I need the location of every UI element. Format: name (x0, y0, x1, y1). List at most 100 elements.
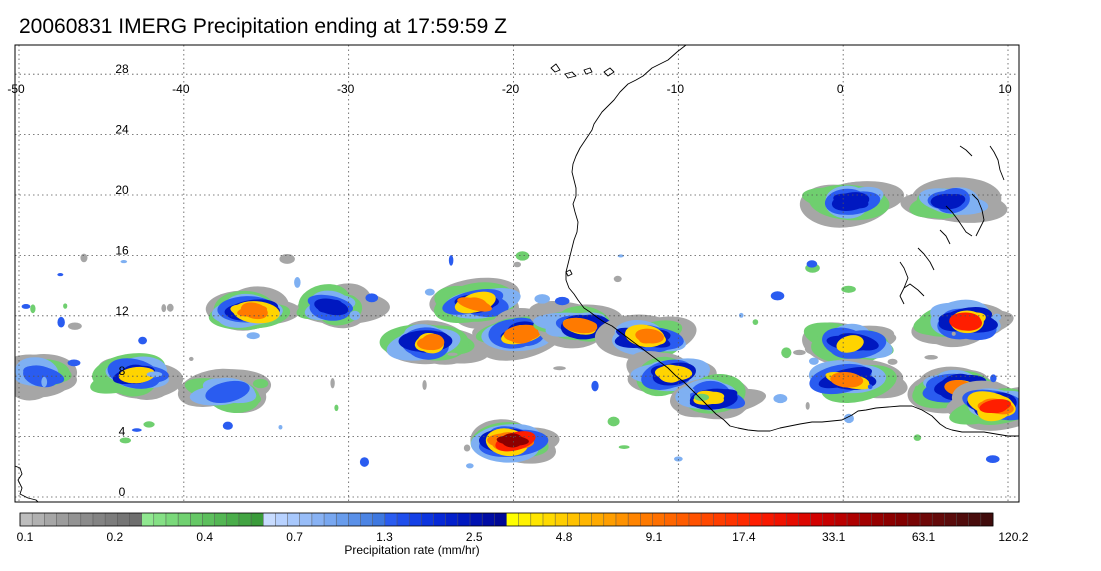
precip-cell (911, 299, 1014, 348)
colorbar-swatch (105, 513, 118, 526)
lon-tick-label: -20 (502, 82, 520, 96)
colorbar-swatch (701, 513, 714, 526)
precip-fragment (422, 380, 427, 391)
precip-cell (594, 314, 697, 360)
map-title: 20060831 IMERG Precipitation ending at 1… (19, 15, 507, 38)
colorbar-swatch (883, 513, 896, 526)
precip-fragment (673, 456, 683, 462)
precip-fragment (222, 421, 233, 430)
lon-tick-label: -10 (667, 82, 685, 96)
colorbar-swatch (275, 513, 288, 526)
precip-cell (946, 380, 1019, 431)
colorbar-swatch (944, 513, 957, 526)
colorbar-swatch (542, 513, 556, 526)
precip-fragment (57, 273, 64, 277)
precip-fragment (793, 349, 806, 356)
colorbar: 0.1 0.2 0.4 0.7 1.3 2.5 4.8 9.1 17.4 33.1 63.1 120.… (17, 512, 1029, 544)
precip-fragment (841, 285, 856, 293)
colorbar-title: Precipitation rate (mm/hr) (344, 543, 479, 557)
colorbar-swatch (44, 513, 57, 526)
colorbar-swatch (506, 513, 519, 526)
precip-fragment (913, 434, 922, 441)
precip-cell (808, 358, 908, 403)
colorbar-swatch (397, 513, 410, 526)
precip-fragment (279, 254, 295, 264)
map-frame (14, 44, 1020, 503)
colorbar-swatch (153, 513, 167, 526)
colorbar-swatch (713, 513, 726, 526)
precip-fragment (992, 313, 1002, 321)
precip-fragment (365, 293, 379, 303)
colorbar-tick-label: 2.5 (466, 530, 483, 544)
precip-fragment (843, 413, 854, 424)
precip-fragment (80, 253, 88, 263)
colorbar-swatch (810, 513, 824, 526)
colorbar-swatch (640, 513, 653, 526)
precip-fragment (294, 277, 301, 288)
colorbar-swatch (214, 513, 228, 526)
precip-fragment (951, 331, 956, 336)
colorbar-swatch (68, 513, 82, 526)
colorbar-swatch (141, 513, 155, 526)
colorbar-swatch (409, 513, 422, 526)
colorbar-swatch (263, 513, 276, 526)
precip-fragment (466, 463, 474, 469)
colorbar-swatch (603, 513, 617, 526)
precip-fragment (67, 322, 82, 330)
precip-fragment (63, 303, 68, 309)
precip-cell (15, 354, 78, 401)
precip-fragment (30, 304, 36, 314)
colorbar-swatch (725, 513, 738, 526)
colorbar-swatch (226, 513, 240, 526)
precip-fragment (67, 359, 81, 367)
colorbar-swatch (834, 513, 848, 526)
precip-fragment (554, 296, 570, 306)
colorbar-swatch (530, 513, 544, 526)
precip-fragment (617, 254, 624, 258)
precip-fragment (166, 303, 174, 312)
precip-fragment (867, 384, 873, 390)
precip-cell (470, 419, 560, 464)
colorbar-swatch (384, 513, 398, 526)
precip-cell (296, 283, 390, 329)
precip-fragment (119, 437, 132, 444)
colorbar-swatch (907, 513, 921, 526)
colorbar-tick-label: 33.1 (822, 530, 846, 544)
precip-fragment (924, 355, 938, 360)
precip-cell (90, 353, 184, 400)
precip-fragment (143, 421, 155, 428)
precip-fragment (21, 303, 31, 309)
colorbar-swatch (421, 513, 434, 526)
lon-tick-label: -30 (337, 82, 355, 96)
colorbar-swatch (749, 513, 763, 526)
colorbar-swatch (311, 513, 325, 526)
colorbar-swatch (165, 513, 179, 526)
precip-cell (802, 322, 897, 367)
colorbar-swatch (482, 513, 495, 526)
colorbar-swatch (287, 513, 301, 526)
colorbar-swatch (980, 513, 994, 526)
precip-fragment (334, 404, 339, 412)
lon-tick-label: 10 (998, 82, 1012, 96)
colorbar-swatch (688, 513, 702, 526)
colorbar-swatch (178, 513, 191, 526)
colorbar-swatch (190, 513, 203, 526)
latitude-labels: 28 24 20 16 12 8 4 0 (115, 62, 129, 499)
precip-fragment (513, 261, 522, 268)
precip-cell (429, 277, 521, 329)
colorbar-swatch (737, 513, 751, 526)
colorbar-swatch (372, 513, 386, 526)
colorbar-tick-label: 17.4 (732, 530, 756, 544)
precip-cell (177, 368, 272, 414)
colorbar-swatch (847, 513, 860, 526)
colorbar-swatch (579, 513, 592, 526)
colorbar-swatch (871, 513, 884, 526)
precip-fragment (591, 380, 599, 392)
colorbar-swatch (676, 513, 690, 526)
lat-tick-label: 24 (115, 123, 129, 137)
colorbar-swatch (932, 513, 945, 526)
colorbar-swatch (956, 513, 969, 526)
colorbar-swatch (92, 513, 106, 526)
precip-fragment (752, 319, 759, 325)
colorbar-tick-label: 1.3 (376, 530, 393, 544)
